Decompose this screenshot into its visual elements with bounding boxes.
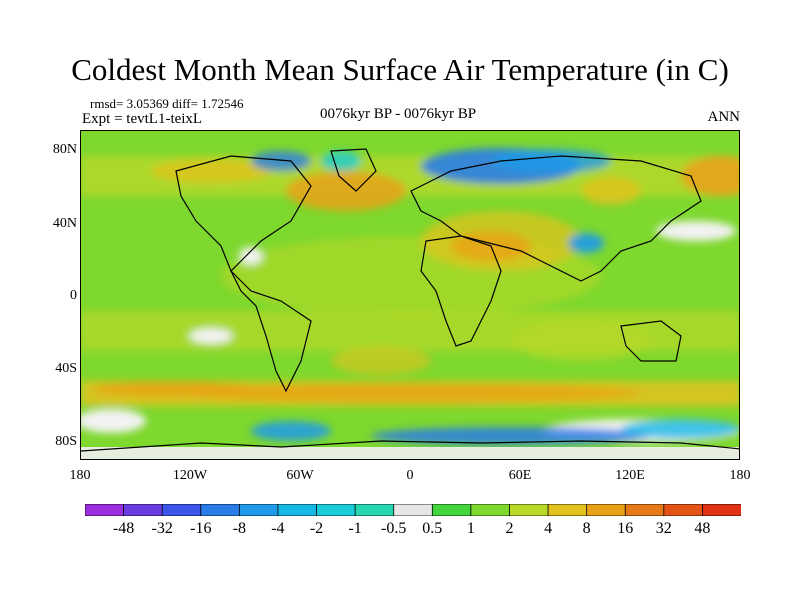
colorbar-swatch <box>547 503 588 517</box>
colorbar-swatch <box>84 503 125 517</box>
colorbar-label: -48 <box>112 520 135 537</box>
colorbar-label: -16 <box>190 520 212 537</box>
colorbar-label: 4 <box>544 520 553 537</box>
colorbar-label: 1 <box>466 520 475 537</box>
experiment-label: Expt = tevtL1-teixL <box>82 111 203 127</box>
lon-label-120w: 120W <box>172 468 208 483</box>
colorbar-swatch <box>161 503 202 517</box>
colorbar-swatch <box>470 503 511 517</box>
lon-label-60e: 60E <box>508 468 532 483</box>
lat-label-80s: 80S <box>55 434 77 449</box>
colorbar-label: -4 <box>271 520 285 537</box>
lon-label-120e: 120E <box>615 468 645 483</box>
colorbar-label: -2 <box>309 520 324 537</box>
colorbar-swatch <box>238 503 279 517</box>
lat-label-40n: 40N <box>52 216 77 231</box>
lon-label-0: 0 <box>406 468 414 483</box>
colorbar-swatch <box>663 503 704 517</box>
colorbar-label: -1 <box>348 520 362 537</box>
lon-label-180w: 180 <box>69 468 91 483</box>
colorbar-label: 8 <box>582 520 591 537</box>
colorbar-swatch <box>624 503 665 517</box>
colorbar-label: 32 <box>655 520 672 537</box>
colorbar-label: -8 <box>232 520 247 537</box>
colorbar-label: -0.5 <box>381 520 407 537</box>
stats-text: rmsd= 3.05369 diff= 1.72546 <box>90 96 244 111</box>
colorbar-swatch <box>509 503 549 517</box>
colorbar-swatch <box>200 503 241 517</box>
lat-label-80n: 80N <box>52 142 77 157</box>
colorbar-swatches <box>84 503 742 517</box>
season-label: ANN <box>707 109 741 125</box>
temperature-map <box>80 130 740 460</box>
map-title: Coldest Month Mean Surface Air Temperatu… <box>71 52 729 87</box>
colorbar-label: 0.5 <box>422 520 443 537</box>
map-canvas <box>81 131 739 459</box>
colorbar-swatch <box>702 503 742 517</box>
lat-label-40s: 40S <box>55 361 77 376</box>
colorbar-label: -32 <box>151 520 173 537</box>
colorbar-label: 48 <box>694 520 711 537</box>
coastlines <box>81 148 739 452</box>
colorbar-swatch <box>586 503 627 517</box>
colorbar-swatch <box>316 503 357 517</box>
colorbar-swatch <box>123 503 164 517</box>
colorbar-swatch <box>431 503 472 517</box>
lon-label-60w: 60W <box>286 468 314 483</box>
period-label: 0076kyr BP - 0076kyr BP <box>320 106 477 122</box>
colorbar-labels: -48 -32 -16 -8 -4 -2 -1 -0.5 0.5 1 2 4 8 16 32 48 <box>85 520 741 540</box>
colorbar-swatch <box>393 503 434 517</box>
lat-label-0: 0 <box>70 288 77 303</box>
colorbar-label: 16 <box>617 520 634 537</box>
colorbar <box>84 503 742 517</box>
colorbar-label: 2 <box>505 520 514 537</box>
colorbar-swatch <box>277 503 318 517</box>
colorbar-swatch <box>354 503 395 517</box>
lon-label-180e: 180 <box>729 468 751 483</box>
